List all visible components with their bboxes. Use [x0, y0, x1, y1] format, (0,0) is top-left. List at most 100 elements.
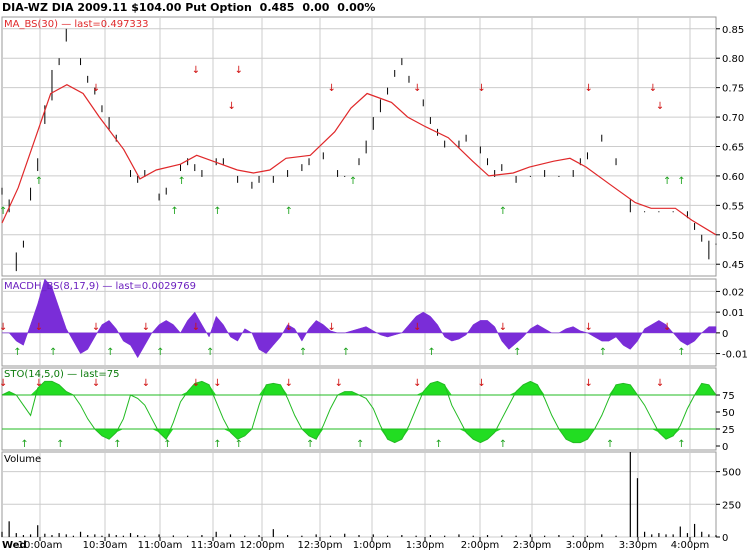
price-tick-label: 0.50	[722, 231, 744, 242]
macd-buy-arrow: ↑	[342, 347, 350, 358]
price-tick-label: 0.85	[722, 25, 744, 36]
macd-buy-arrow: ↑	[13, 347, 21, 358]
sto-buy-arrow: ↑	[356, 439, 364, 450]
symbol-text: DIA-WZ	[2, 1, 48, 14]
macd-label: MACDH_BS(8,17,9) — last=0.0029769	[4, 281, 196, 292]
volume-label: Volume	[4, 454, 41, 465]
buy-arrow: ↑	[663, 176, 671, 187]
sto-buy-arrow: ↑	[606, 439, 614, 450]
sto-sell-arrow: ↓	[656, 378, 664, 389]
macd-histogram	[1, 278, 717, 359]
sto-sell-arrow: ↓	[213, 378, 221, 389]
time-tick-label: 12:00pm	[240, 540, 285, 550]
volume-tick-label: 500	[722, 468, 741, 479]
price-tick-label: 0.70	[722, 113, 744, 124]
macd-tick-label: 0.01	[722, 308, 744, 319]
buy-arrow: ↑	[213, 206, 221, 217]
price-tick-label: 0.75	[722, 84, 744, 95]
macd-tick-label: -0.01	[722, 350, 748, 361]
sell-arrow: ↓	[235, 65, 243, 76]
sto-buy-arrow: ↑	[306, 439, 314, 450]
sto-sell-arrow: ↓	[35, 378, 43, 389]
change-pct-text: 0.00%	[337, 1, 376, 14]
buy-arrow: ↑	[0, 206, 7, 217]
price-tick-label: 0.45	[722, 260, 744, 271]
sell-arrow: ↓	[327, 83, 335, 94]
time-tick-label: 3:00pm	[566, 540, 605, 550]
time-tick-label: 4:00pm	[671, 540, 710, 550]
macd-sell-arrow: ↓	[327, 322, 335, 333]
buy-arrow: ↑	[178, 176, 186, 187]
sell-arrow: ↓	[477, 83, 485, 94]
time-tick-label: 1:00pm	[353, 540, 392, 550]
time-tick-label: 12:30pm	[298, 540, 343, 550]
time-tick-label: 2:00pm	[461, 540, 500, 550]
time-tick-label: 1:30pm	[406, 540, 445, 550]
sell-arrow: ↓	[584, 83, 592, 94]
ma-line	[1, 84, 717, 236]
sto-sell-arrow: ↓	[192, 378, 200, 389]
time-tick-label: 2:30pm	[513, 540, 552, 550]
sto-buy-arrow: ↑	[499, 439, 507, 450]
sto-sell-arrow: ↓	[285, 378, 293, 389]
buy-arrow: ↑	[35, 176, 43, 187]
sto-sell-arrow: ↓	[477, 378, 485, 389]
sto-sell-arrow: ↓	[0, 378, 7, 389]
ma-label: MA_BS(30) — last=0.497333	[4, 19, 149, 30]
sto-oversold-fill	[2, 429, 716, 443]
sto-sell-arrow: ↓	[413, 378, 421, 389]
sto-sell-arrow: ↓	[335, 378, 343, 389]
macdh-panel-frame	[1, 278, 717, 367]
time-tick-label: 11:30am	[191, 540, 236, 550]
time-tick-label: 10:00am	[18, 540, 63, 550]
macd-buy-arrow: ↑	[49, 347, 57, 358]
time-tick-label: 11:00am	[138, 540, 183, 550]
sto-overbought-fill	[2, 381, 716, 395]
sto-buy-arrow: ↑	[435, 439, 443, 450]
macd-sell-arrow: ↓	[499, 322, 507, 333]
buy-arrow: ↑	[349, 176, 357, 187]
last-price-text: 0.485	[259, 1, 295, 14]
sell-arrow: ↓	[656, 101, 664, 112]
volume-tick-label: 0	[722, 533, 728, 544]
sto-buy-arrow: ↑	[113, 439, 121, 450]
time-tick-label: 10:30am	[83, 540, 128, 550]
change-text: 0.00	[302, 1, 330, 14]
sto-sell-arrow: ↓	[92, 378, 100, 389]
sto-buy-arrow: ↑	[20, 439, 28, 450]
macd-buy-arrow: ↑	[299, 347, 307, 358]
price-tick-label: 0.60	[722, 172, 744, 183]
sell-arrow: ↓	[649, 83, 657, 94]
macd-buy-arrow: ↑	[513, 347, 521, 358]
macd-sell-arrow: ↓	[663, 322, 671, 333]
buy-arrow: ↑	[677, 176, 685, 187]
buy-arrow: ↑	[499, 206, 507, 217]
macd-buy-arrow: ↑	[427, 347, 435, 358]
chart-header: DIA-WZ DIA 2009.11 $104.00 Put Option 0.…	[2, 1, 375, 14]
macd-sell-arrow: ↓	[0, 322, 7, 333]
macd-buy-arrow: ↑	[106, 347, 114, 358]
macd-tick-label: 0.02	[722, 287, 744, 298]
sell-arrow: ↓	[92, 83, 100, 94]
price-tick-label: 0.65	[722, 143, 744, 154]
macd-buy-arrow: ↑	[206, 347, 214, 358]
sto-sell-arrow: ↓	[142, 378, 150, 389]
time-axis-start-label: Wed	[2, 540, 27, 550]
macd-buy-arrow: ↑	[677, 347, 685, 358]
macd-sell-arrow: ↓	[285, 322, 293, 333]
price-tick-label: 0.80	[722, 54, 744, 65]
price-tick-label: 0.55	[722, 201, 744, 212]
sto-tick-label: 50	[722, 408, 735, 419]
stochastic-panel-frame	[1, 367, 717, 451]
macd-sell-arrow: ↓	[192, 322, 200, 333]
macd-sell-arrow: ↓	[92, 322, 100, 333]
macd-buy-arrow: ↑	[156, 347, 164, 358]
sell-arrow: ↓	[192, 65, 200, 76]
sto-tick-label: 0	[722, 442, 728, 453]
time-tick-label: 3:30pm	[619, 540, 658, 550]
sto-buy-arrow: ↑	[163, 439, 171, 450]
macd-buy-arrow: ↑	[599, 347, 607, 358]
sto-tick-label: 25	[722, 425, 735, 436]
sto-label: STO(14,5,0) — last=75	[4, 369, 119, 380]
